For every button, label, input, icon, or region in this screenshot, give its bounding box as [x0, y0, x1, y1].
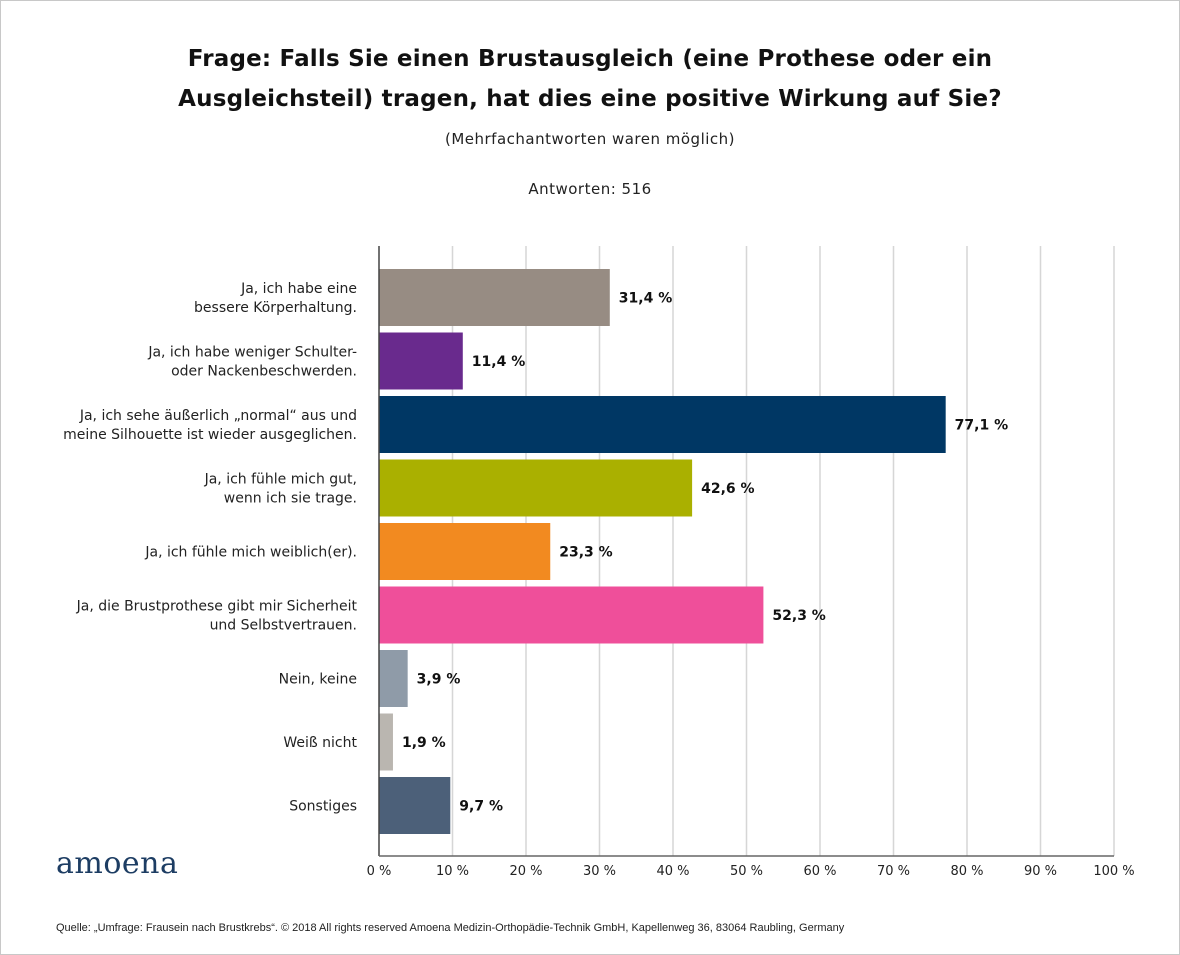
category-label: oder Nackenbeschwerden. — [171, 364, 357, 380]
bar — [379, 713, 393, 771]
amoena-logo: amoena — [56, 846, 179, 881]
x-tick-label: 100 % — [1093, 864, 1134, 879]
bar — [379, 269, 610, 326]
category-label: Sonstiges — [289, 799, 357, 815]
chart-title-line-1: Frage: Falls Sie einen Brustausgleich (e… — [187, 46, 993, 72]
x-tick-label: 90 % — [1024, 864, 1057, 879]
data-label: 52,3 % — [772, 608, 825, 624]
category-label: Ja, die Brustprothese gibt mir Sicherhei… — [76, 599, 358, 615]
data-label: 1,9 % — [402, 735, 446, 751]
x-tick-label: 30 % — [583, 864, 616, 879]
x-tick-label: 50 % — [730, 864, 763, 879]
category-label: und Selbstvertrauen. — [210, 618, 357, 634]
category-label: Ja, ich fühle mich gut, — [204, 472, 357, 488]
category-label: Ja, ich habe eine — [240, 281, 357, 297]
category-label: Ja, ich habe weniger Schulter- — [147, 345, 357, 361]
data-label: 11,4 % — [472, 354, 525, 370]
chart-title-line-2: Ausgleichsteil) tragen, hat dies eine po… — [178, 86, 1002, 112]
bar — [379, 586, 764, 644]
x-tick-label: 0 % — [367, 864, 392, 879]
category-label: Weiß nicht — [283, 735, 357, 751]
chart-subtitle-note: (Mehrfachantworten waren möglich) — [444, 130, 736, 148]
x-tick-label: 80 % — [950, 864, 983, 879]
source-footer: Quelle: „Umfrage: Frausein nach Brustkre… — [56, 922, 845, 934]
category-label: Ja, ich fühle mich weiblich(er). — [144, 545, 357, 561]
bar — [379, 332, 463, 390]
x-tick-label: 20 % — [509, 864, 542, 879]
x-tick-label: 40 % — [656, 864, 689, 879]
data-label: 9,7 % — [459, 799, 503, 815]
category-label: Nein, keine — [279, 672, 357, 688]
category-label: bessere Körperhaltung. — [194, 300, 357, 316]
x-tick-label: 10 % — [436, 864, 469, 879]
category-label: Ja, ich sehe äußerlich „normal“ aus und — [79, 408, 357, 424]
bar — [379, 396, 946, 453]
category-label: wenn ich sie trage. — [224, 491, 357, 507]
x-tick-label: 60 % — [803, 864, 836, 879]
data-label: 23,3 % — [559, 545, 612, 561]
data-label: 31,4 % — [619, 291, 672, 307]
category-label: meine Silhouette ist wieder ausgeglichen… — [63, 427, 357, 443]
bar — [379, 459, 693, 517]
data-label: 3,9 % — [417, 672, 461, 688]
bar — [379, 650, 408, 707]
bar — [379, 523, 551, 580]
data-label: 42,6 % — [701, 481, 754, 497]
x-tick-label: 70 % — [877, 864, 910, 879]
bar — [379, 777, 451, 834]
data-label: 77,1 % — [955, 418, 1008, 434]
response-count: Antworten: 516 — [528, 180, 652, 198]
